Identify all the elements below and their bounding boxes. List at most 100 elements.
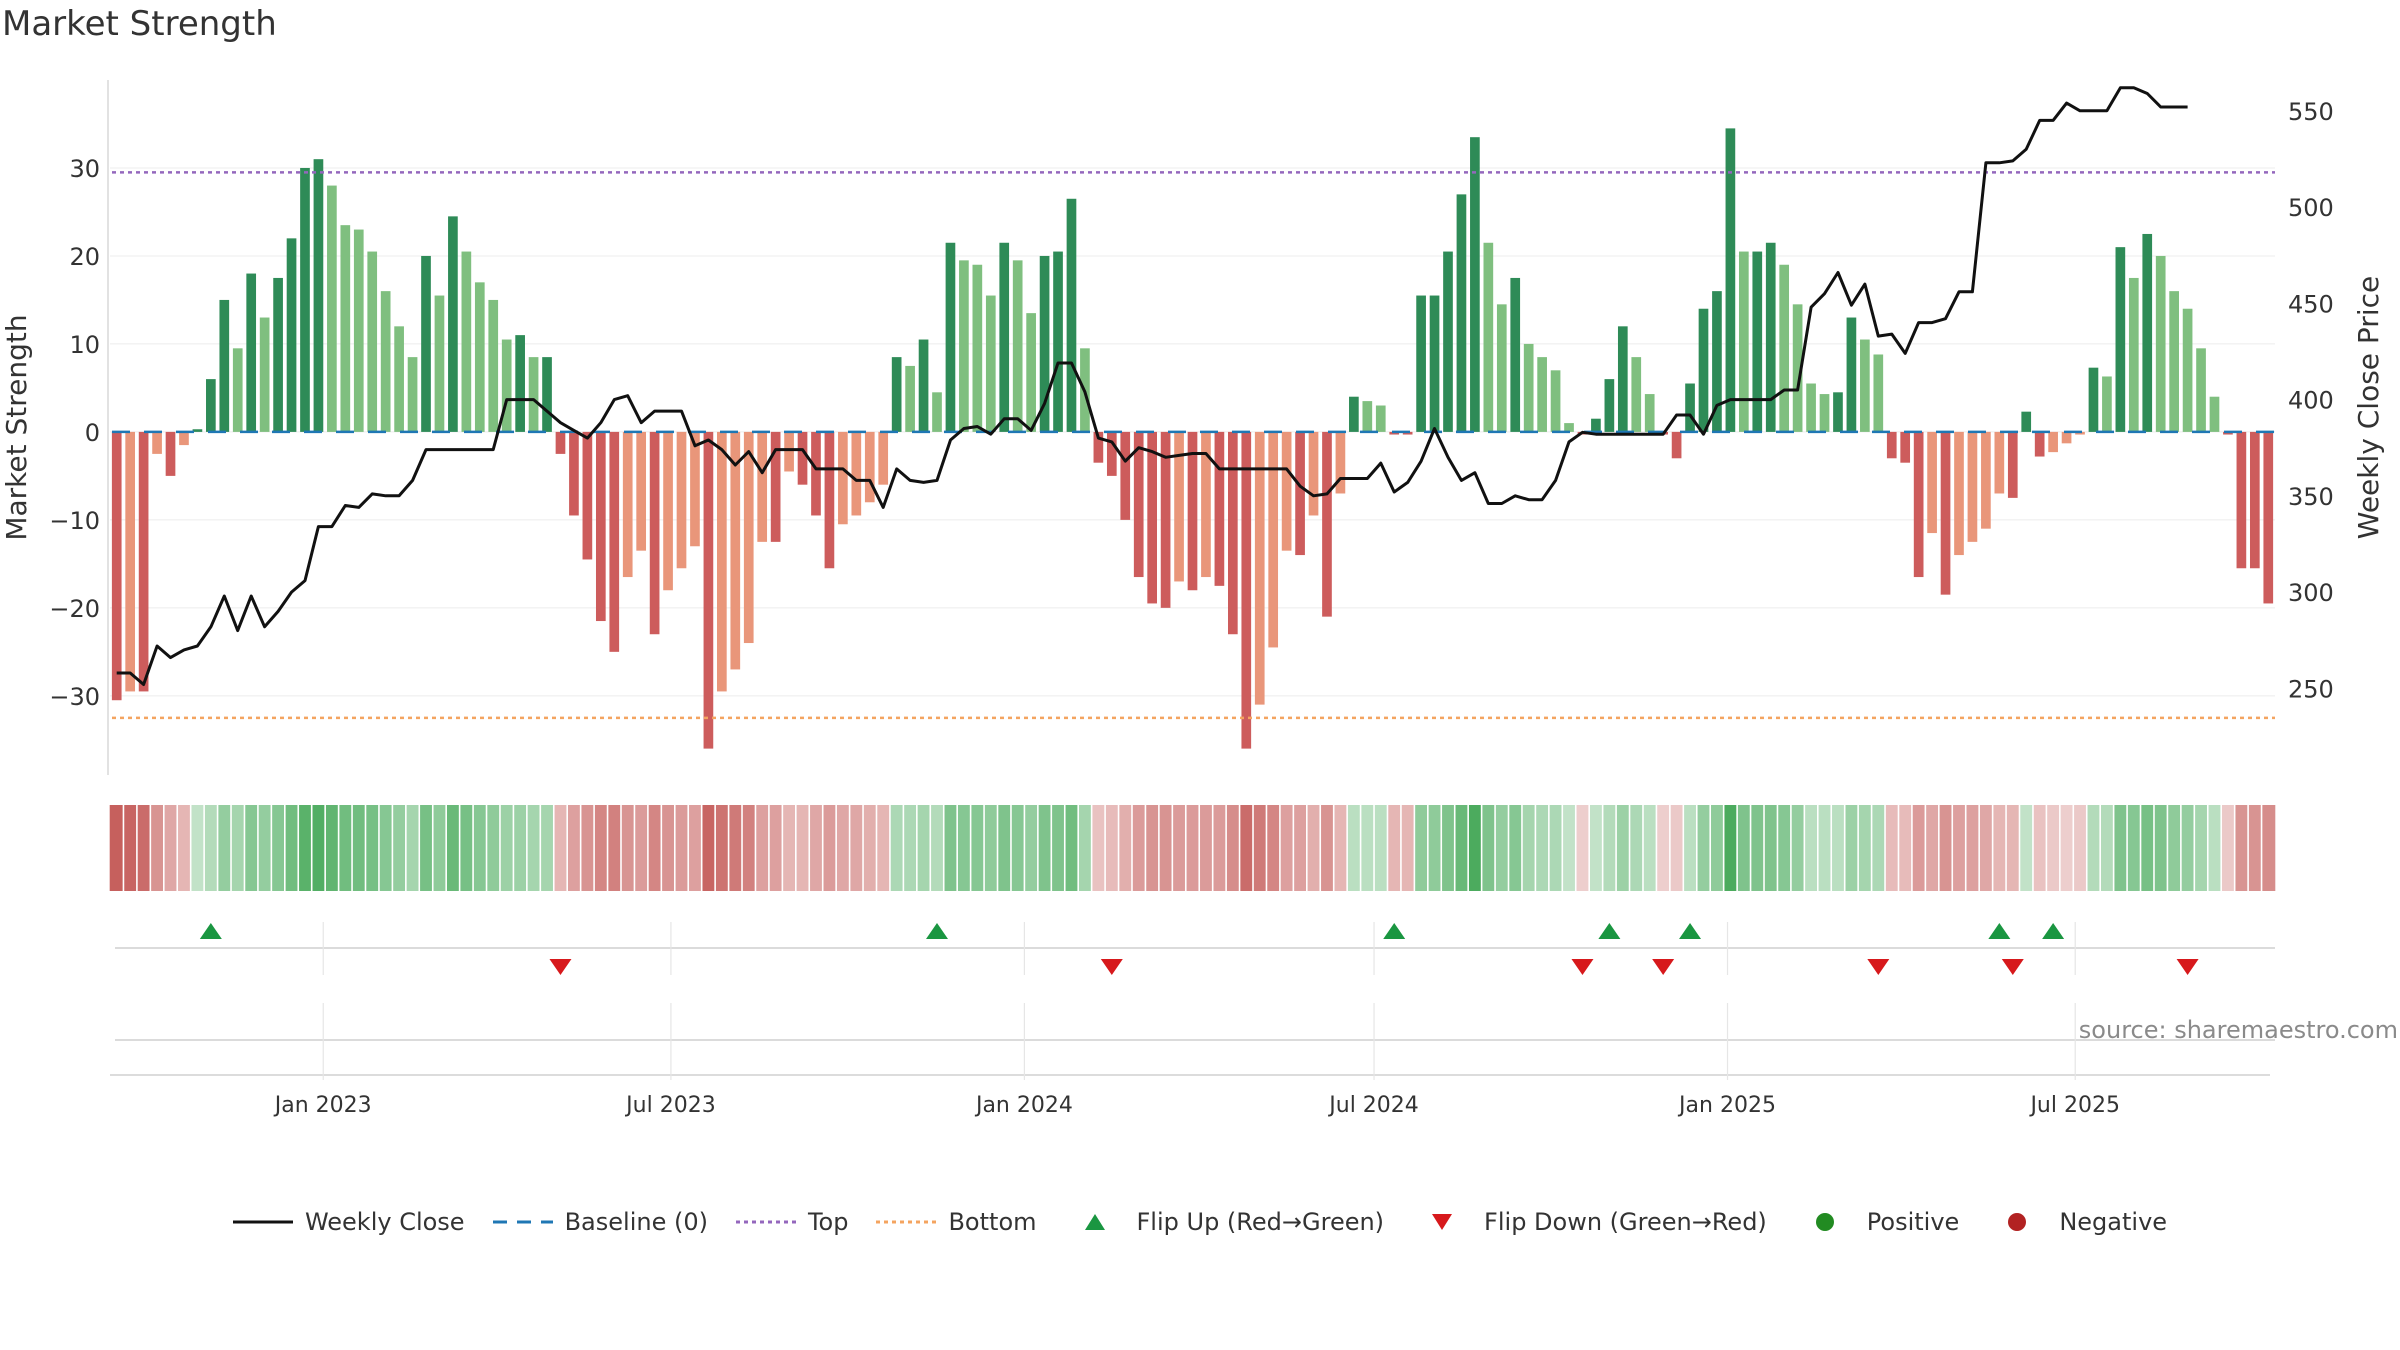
band-cell: [1709, 805, 1724, 891]
strength-bar: [1510, 277, 1521, 432]
strength-bar: [1268, 431, 1279, 648]
strength-bar: [1241, 431, 1252, 749]
y2-tick-label: 250: [2288, 675, 2334, 703]
band-cell: [1252, 805, 1267, 891]
strength-bar: [152, 431, 162, 454]
strength-bar: [1389, 431, 1400, 435]
band-cell: [1172, 805, 1187, 891]
weekly-close-line: [116, 86, 2188, 686]
strength-bar: [1954, 431, 1964, 556]
flip-down-marker: [1100, 959, 1123, 975]
strength-bar: [300, 167, 310, 432]
strength-bar: [246, 273, 257, 432]
band-cell: [956, 805, 971, 891]
band-cell: [1454, 805, 1469, 891]
band-cell: [822, 805, 837, 891]
band-cell: [1763, 805, 1778, 891]
legend-label: Weekly Close: [304, 1208, 465, 1236]
band-cell: [687, 805, 702, 891]
band-cell: [1696, 805, 1711, 891]
strength-bar: [1026, 313, 1036, 432]
strength-bar: [730, 431, 741, 670]
strength-bar: [1133, 431, 1144, 578]
strength-bar: [1429, 295, 1440, 432]
band-cell: [1911, 805, 1926, 891]
strength-bar: [259, 317, 270, 432]
strength-bar: [1416, 295, 1426, 432]
band-cell: [1198, 805, 1213, 891]
band-cell: [1319, 805, 1334, 891]
band-cell: [795, 805, 810, 891]
band-cell: [1844, 805, 1859, 891]
strength-bar: [380, 291, 391, 432]
strength-bar: [2021, 411, 2032, 432]
flip-up-marker: [1598, 923, 1621, 939]
band-cell: [1145, 805, 1160, 891]
legend-swatch: [492, 1220, 553, 1224]
strength-bar: [111, 431, 122, 701]
band-cell: [1131, 805, 1146, 891]
strength-bar: [1752, 251, 1763, 432]
strength-bar: [797, 431, 808, 485]
flip-down-marker: [1571, 959, 1594, 975]
strength-bar: [1886, 431, 1897, 459]
band-cell: [2099, 805, 2114, 891]
band-cell: [661, 805, 676, 891]
y2-tick-label: 500: [2288, 194, 2334, 222]
band-cell: [1414, 805, 1429, 891]
band-cell: [862, 805, 877, 891]
flip-down-marker: [2001, 959, 2024, 975]
band-cell: [2086, 805, 2101, 891]
strength-bar: [905, 365, 915, 432]
chart-title: Market Strength: [2, 4, 277, 44]
band-cell: [1857, 805, 1872, 891]
strength-bar: [1187, 431, 1198, 591]
strength-bar: [1483, 242, 1494, 432]
legend-item: Flip Up (Red→Green): [1065, 1208, 1384, 1236]
band-cell: [916, 805, 931, 891]
band-cell: [190, 805, 205, 891]
band-cell: [755, 805, 770, 891]
strength-bar: [1147, 431, 1157, 604]
band-cell: [284, 805, 299, 891]
band-cell: [1951, 805, 1967, 891]
strength-bar: [1053, 251, 1063, 432]
y-tick-label: 0: [85, 419, 100, 447]
band-cell: [1548, 805, 1563, 891]
chart-legend: Weekly Close Baseline (0) Top Bottom Flip Up…: [0, 1208, 2400, 1236]
strength-bar: [1994, 431, 2005, 494]
band-cell: [365, 805, 380, 891]
strength-bar: [367, 251, 378, 432]
band-cell: [2234, 805, 2249, 891]
band-cell: [553, 805, 568, 891]
band-cell: [123, 805, 138, 891]
strength-bar: [985, 295, 996, 432]
strength-bar: [2088, 367, 2099, 432]
strength-bar: [1550, 370, 1561, 432]
band-cell: [701, 805, 716, 891]
band-cell: [970, 805, 985, 891]
strength-bar: [1443, 251, 1453, 432]
band-cell: [1925, 805, 1940, 891]
strength-bar: [394, 326, 404, 432]
strength-bar: [1792, 304, 1803, 432]
band-cell: [2019, 805, 2034, 891]
strength-bar: [313, 159, 324, 432]
band-cell: [2153, 805, 2168, 891]
strength-bar: [663, 431, 673, 591]
band-cell: [607, 805, 622, 891]
band-cell: [1750, 805, 1765, 891]
strength-bar: [434, 295, 445, 432]
band-cell: [1521, 805, 1536, 891]
band-cell: [1185, 805, 1200, 891]
band-cell: [876, 805, 891, 891]
strength-bar: [2061, 431, 2072, 444]
band-cell: [418, 805, 434, 891]
x-tick-label: Jul 2025: [2028, 1093, 2120, 1118]
strength-bar: [1833, 392, 1843, 432]
band-cell: [338, 805, 353, 891]
legend-item: Weekly Close: [232, 1208, 465, 1236]
band-cell: [1293, 805, 1308, 891]
y2-tick-label: 300: [2288, 579, 2334, 607]
